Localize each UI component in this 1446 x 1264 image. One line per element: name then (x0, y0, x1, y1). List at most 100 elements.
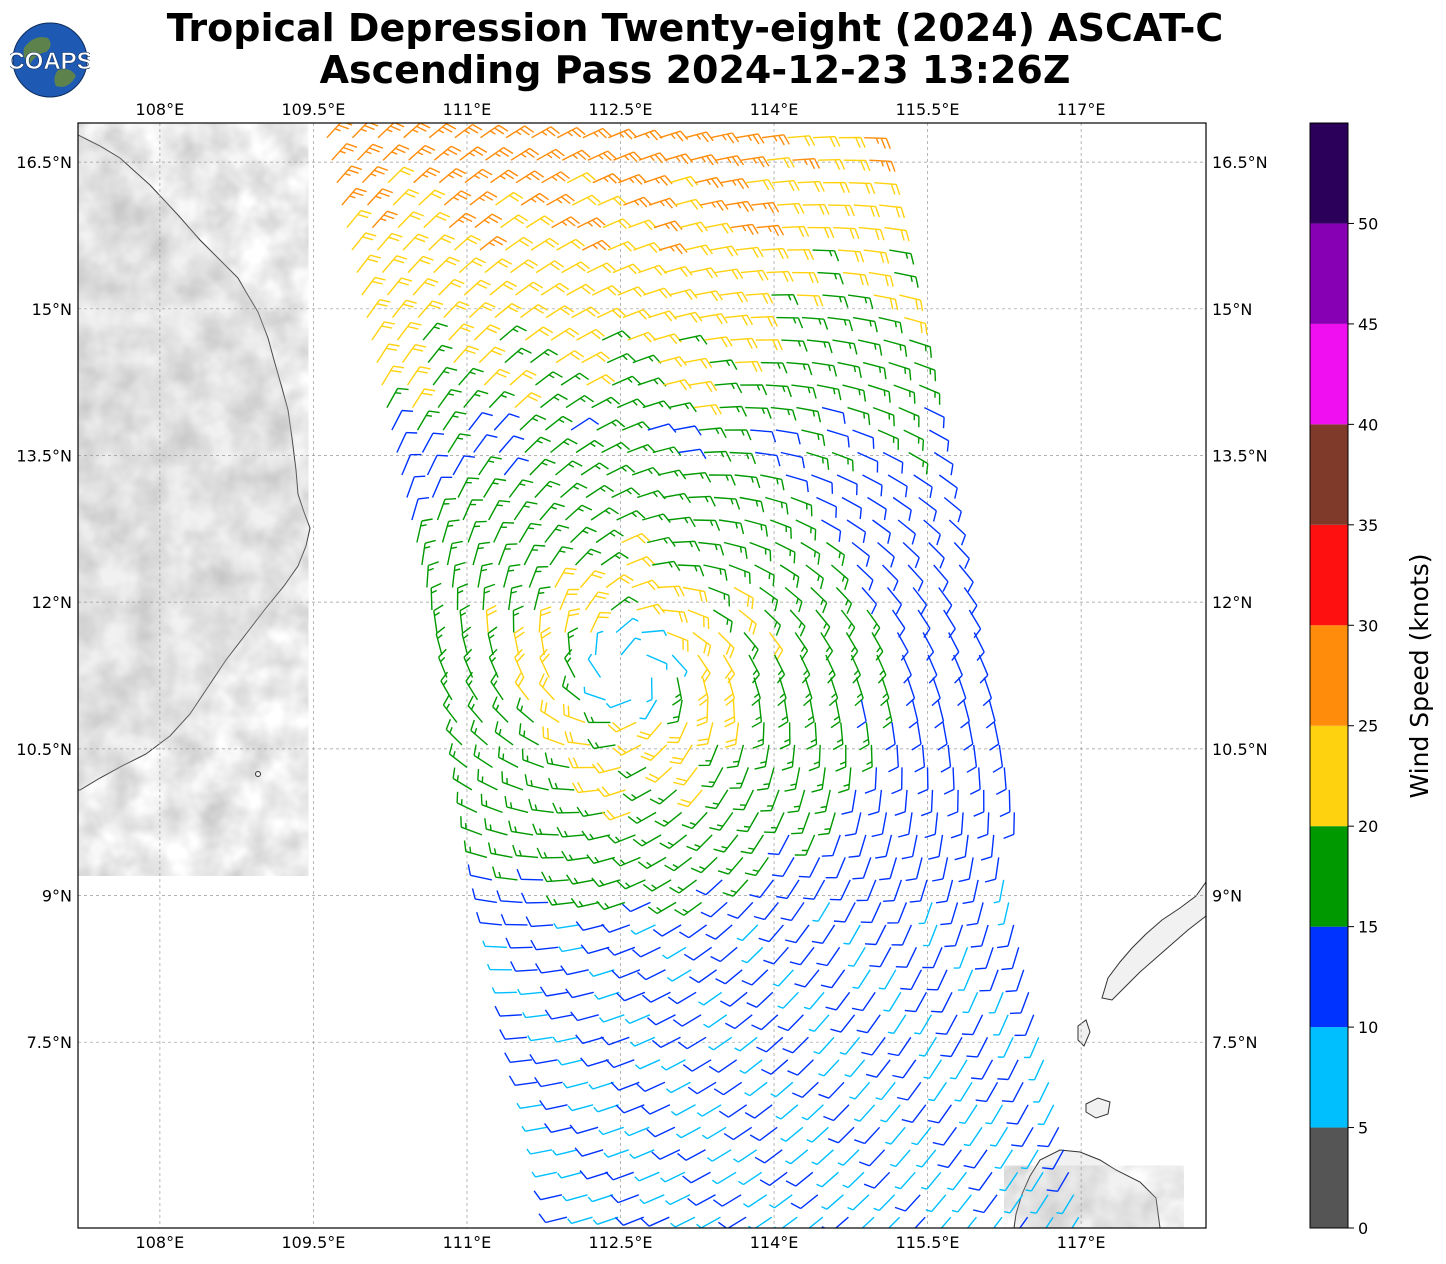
wind-barb (696, 1104, 722, 1117)
wind-barb (785, 924, 810, 944)
wind-barb (653, 333, 683, 345)
wind-barb (816, 384, 842, 401)
wind-barb (954, 834, 969, 861)
wind-barb (830, 1014, 856, 1033)
wind-barb (647, 1014, 676, 1026)
wind-barb (508, 479, 534, 498)
wind-barb (544, 752, 570, 769)
wind-barb (932, 1126, 957, 1146)
wind-barb (391, 409, 414, 431)
wind-barb (845, 632, 859, 661)
wind-barb (908, 699, 919, 729)
wind-barb (813, 135, 841, 148)
wind-barb (615, 1104, 645, 1114)
wind-barb (605, 1171, 634, 1181)
wind-barb (914, 744, 926, 773)
wind-barb (898, 406, 920, 428)
wind-barb (857, 339, 883, 356)
wind-barb (994, 1149, 1014, 1169)
wind-barb (717, 856, 744, 875)
wind-barb (499, 1029, 527, 1040)
wind-barb (581, 351, 611, 364)
wind-barb (545, 305, 575, 319)
wind-barb (886, 587, 903, 615)
wind-barb (647, 536, 676, 547)
wind-barb (693, 404, 723, 416)
wind-barb (586, 854, 616, 864)
wind-barb (962, 992, 979, 1014)
wind-barb (694, 290, 723, 302)
wind-barb (703, 564, 728, 581)
wind-barb (759, 1171, 788, 1187)
wind-barb (928, 542, 945, 569)
wind-barb (821, 406, 846, 424)
wind-barb (592, 173, 622, 184)
wind-barb (973, 632, 985, 661)
wind-barb (606, 464, 636, 476)
wind-barb (530, 939, 559, 951)
wind-barb (531, 126, 560, 139)
wind-barb (860, 902, 882, 924)
wind-barb (611, 487, 641, 499)
wind-barb (816, 496, 837, 518)
wind-barb (913, 474, 933, 499)
wind-barb (766, 270, 794, 283)
wind-barb (433, 604, 444, 633)
wind-barb (884, 226, 910, 242)
wind-barb (887, 1216, 901, 1228)
wind-barb (576, 328, 605, 341)
wind-barb (610, 596, 639, 611)
wind-barb (426, 561, 439, 588)
wind-barb (841, 789, 857, 815)
colorbar-bin-3 (1310, 826, 1348, 927)
wind-barb (516, 1102, 543, 1109)
wind-barb (957, 677, 967, 707)
wind-barb (576, 806, 606, 817)
wind-barb (735, 360, 763, 373)
wind-barb (777, 1014, 804, 1032)
wind-barb (852, 429, 875, 449)
wind-barb (949, 1059, 968, 1080)
wind-barb (652, 924, 682, 937)
wind-barb (626, 556, 656, 567)
wind-barb (784, 767, 801, 792)
wind-barb (463, 389, 489, 409)
wind-barb (723, 1126, 753, 1141)
wind-barb (518, 723, 540, 746)
wind-barb (775, 1104, 799, 1120)
wind-barb (887, 474, 908, 498)
wind-barb (844, 1059, 866, 1078)
wind-barb (411, 388, 436, 408)
wind-barb (743, 632, 759, 660)
wind-barb (493, 521, 515, 543)
wind-barb (922, 947, 943, 969)
wind-barb (588, 1081, 614, 1090)
wind-barb (951, 1194, 972, 1213)
wind-barb (708, 1059, 738, 1073)
wind-barb (593, 1104, 619, 1113)
wind-barb (487, 842, 513, 859)
wind-barb (933, 451, 954, 476)
wind-barb (848, 834, 867, 858)
wind-barb (595, 529, 624, 544)
wind-barb (666, 969, 692, 982)
wind-barb (531, 1171, 558, 1178)
wind-barb (821, 1194, 844, 1210)
wind-barb (966, 1036, 989, 1058)
wind-barb (401, 453, 422, 476)
wind-barb (803, 677, 813, 707)
wind-barb (508, 820, 534, 836)
colorbar-tick-label: 0 (1358, 1219, 1368, 1238)
wind-barb (828, 677, 839, 707)
wind-barb (523, 544, 546, 566)
wind-barb (541, 171, 570, 184)
wind-barb (856, 879, 877, 902)
wind-barb (864, 137, 891, 149)
wind-barb (703, 450, 732, 462)
wind-barb (973, 789, 985, 817)
wind-barb (662, 492, 692, 504)
wind-barb (483, 368, 511, 386)
wind-barb (703, 1014, 728, 1028)
wind-barb (961, 1014, 984, 1036)
wind-barb (916, 1149, 937, 1168)
